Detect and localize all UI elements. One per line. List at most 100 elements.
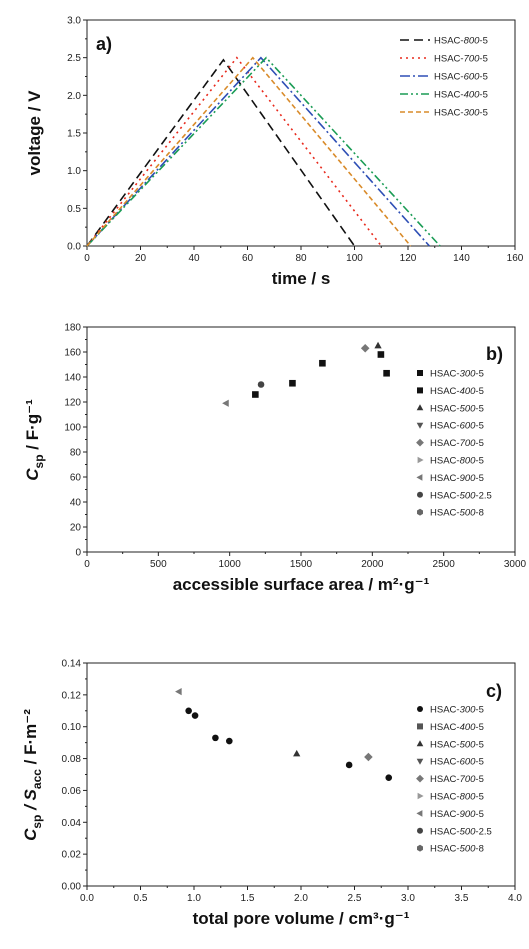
y-tick-label: 120 bbox=[64, 398, 81, 409]
data-point-500-2.5 bbox=[257, 381, 265, 388]
legend-label-suffix: -2.5 bbox=[475, 490, 491, 501]
legend-label-prefix: HSAC- bbox=[430, 705, 460, 716]
legend-label-prefix: HSAC- bbox=[430, 490, 460, 501]
legend-label-prefix: HSAC- bbox=[430, 826, 460, 837]
data-point-700-5 bbox=[364, 752, 373, 762]
legend-label-prefix: HSAC- bbox=[430, 438, 460, 449]
x-tick-label: 0 bbox=[84, 559, 90, 570]
legend-label-italic: 400 bbox=[464, 90, 481, 101]
legend-label-prefix: HSAC- bbox=[434, 108, 464, 119]
legend-label-suffix: -5 bbox=[475, 809, 483, 820]
x-tick-label: 0.5 bbox=[134, 893, 148, 904]
y-label-mid: / S bbox=[21, 788, 40, 814]
legend-label: HSAC-700-5 bbox=[430, 438, 484, 449]
legend-label-italic: 900 bbox=[460, 809, 477, 820]
legend-label-prefix: HSAC- bbox=[434, 54, 464, 65]
legend-label-suffix: -8 bbox=[475, 508, 483, 519]
y-tick-label: 0.04 bbox=[62, 818, 82, 829]
series-line-800 bbox=[86, 58, 356, 247]
legend-label-prefix: HSAC- bbox=[430, 421, 460, 432]
legend-label-suffix: -5 bbox=[475, 438, 483, 449]
y-label-main: C bbox=[21, 828, 40, 841]
legend-marker bbox=[417, 370, 423, 376]
x-tick-label: 0 bbox=[84, 253, 90, 264]
x-axis-label: accessible surface area / m²·g⁻¹ bbox=[173, 575, 430, 594]
legend-label-prefix: HSAC- bbox=[430, 508, 460, 519]
legend-label-italic: 600 bbox=[464, 72, 481, 83]
legend-label-prefix: HSAC- bbox=[430, 456, 460, 467]
legend-label: HSAC-500-2.5 bbox=[430, 826, 492, 837]
y-tick-label: 0 bbox=[75, 548, 81, 559]
data-point-300-5 bbox=[345, 761, 353, 769]
y-axis-label: Csp / Sacc / F·m⁻² bbox=[21, 709, 44, 841]
legend-label-italic: 300 bbox=[464, 108, 481, 119]
legend-label-suffix: -5 bbox=[479, 90, 487, 101]
x-tick-label: 2000 bbox=[361, 559, 384, 570]
x-tick-label: 20 bbox=[135, 253, 147, 264]
x-tick-label: 3.0 bbox=[401, 893, 415, 904]
data-point-300-5 bbox=[226, 737, 233, 745]
x-tick-label: 500 bbox=[150, 559, 167, 570]
capacitance-pore-volume-chart: 0.0 0.5 1.0 1.5 2.0 2.5 3.0 3.5 4.0 0.00 0.02 0.04 0… bbox=[21, 659, 522, 929]
data-point-700-5 bbox=[360, 343, 370, 353]
y-tick-label: 0.0 bbox=[67, 242, 81, 253]
y-tick-label: 100 bbox=[64, 423, 81, 434]
legend-marker bbox=[417, 508, 423, 516]
legend-marker bbox=[416, 740, 424, 747]
y-tick-label: 20 bbox=[70, 523, 82, 534]
legend-label: HSAC-600-5 bbox=[434, 72, 488, 83]
legend-marker bbox=[417, 491, 423, 498]
legend-label-italic: 800 bbox=[460, 792, 477, 803]
x-tick-label: 80 bbox=[295, 253, 307, 264]
legend-label: HSAC-400-5 bbox=[434, 90, 488, 101]
legend-label-suffix: -5 bbox=[479, 54, 487, 65]
y-axis-label: Csp / F·g⁻¹ bbox=[23, 399, 46, 481]
legend-label-suffix: -5 bbox=[479, 36, 487, 47]
y-tick-label: 1.5 bbox=[67, 129, 81, 140]
legend-marker bbox=[416, 474, 423, 481]
legend-label-prefix: HSAC- bbox=[434, 36, 464, 47]
y-tick-label: 0.10 bbox=[62, 722, 82, 733]
y-tick-label: 2.0 bbox=[67, 91, 81, 102]
x-tick-label: 1000 bbox=[219, 559, 242, 570]
x-axis-label: total pore volume / cm³·g⁻¹ bbox=[193, 909, 410, 928]
y-tick-label: 2.5 bbox=[67, 53, 81, 64]
legend-label-suffix: -5 bbox=[475, 722, 483, 733]
x-tick-label: 3.5 bbox=[455, 893, 469, 904]
series-line-300 bbox=[86, 56, 412, 247]
legend-label-italic: 500 bbox=[460, 403, 477, 414]
y-tick-label: 0.02 bbox=[62, 850, 82, 861]
legend-label-italic: 700 bbox=[460, 438, 477, 449]
series-line-400 bbox=[86, 56, 441, 247]
y-label-rest: / F·g⁻¹ bbox=[23, 399, 42, 455]
legend-label-prefix: HSAC- bbox=[430, 844, 460, 855]
legend-label-italic: 500 bbox=[460, 508, 477, 519]
y-label-sub: sp bbox=[32, 454, 46, 468]
x-tick-label: 140 bbox=[453, 253, 470, 264]
x-tick-label: 1500 bbox=[290, 559, 313, 570]
x-tick-label: 3000 bbox=[504, 559, 527, 570]
legend-label-suffix: -5 bbox=[475, 739, 483, 750]
legend-marker bbox=[417, 706, 423, 712]
legend-label: HSAC-500-8 bbox=[430, 844, 484, 855]
legend-label-italic: 600 bbox=[460, 421, 477, 432]
data-point-900-5 bbox=[175, 688, 182, 696]
legend-label-suffix: -2.5 bbox=[475, 826, 491, 837]
legend-label-prefix: HSAC- bbox=[430, 757, 460, 768]
legend-label-suffix: -5 bbox=[475, 774, 483, 785]
legend-label: HSAC-500-2.5 bbox=[430, 490, 492, 501]
y-tick-label: 3.0 bbox=[67, 16, 81, 27]
legend-label: HSAC-400-5 bbox=[430, 722, 484, 733]
legend-label-prefix: HSAC- bbox=[430, 403, 460, 414]
legend-label-suffix: -5 bbox=[475, 792, 483, 803]
legend-marker bbox=[416, 404, 424, 411]
legend-label-italic: 500 bbox=[460, 739, 477, 750]
data-point-400-5 bbox=[252, 391, 259, 398]
legend-label-italic: 600 bbox=[460, 757, 477, 768]
data-point-400-5 bbox=[319, 359, 326, 367]
y-tick-label: 0.5 bbox=[67, 204, 81, 215]
legend-marker bbox=[417, 844, 423, 852]
legend-label-suffix: -5 bbox=[475, 473, 483, 484]
data-point-300-5 bbox=[385, 774, 393, 781]
